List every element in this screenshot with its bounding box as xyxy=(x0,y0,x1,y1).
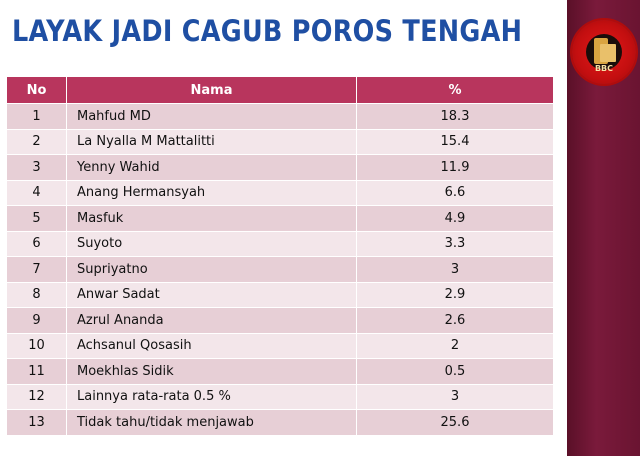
row-name: Mahfud MD xyxy=(66,103,357,130)
table-row: 8 Anwar Sadat 2.9 xyxy=(6,281,554,308)
table-row: 11 Moekhlas Sidik 0.5 xyxy=(6,358,554,385)
bbc-logo-icon: BBC xyxy=(572,20,636,84)
logo-text: BBC xyxy=(594,64,614,73)
row-name: Masfuk xyxy=(66,205,357,232)
row-name: Anang Hermansyah xyxy=(66,179,357,206)
row-number: 6 xyxy=(6,230,67,257)
table-row: 3 Yenny Wahid 11.9 xyxy=(6,154,554,181)
row-number: 8 xyxy=(6,281,67,308)
row-percent: 2 xyxy=(356,332,554,359)
row-percent: 3 xyxy=(356,383,554,410)
row-number: 2 xyxy=(6,128,67,155)
row-number: 9 xyxy=(6,307,67,334)
header-no: No xyxy=(6,76,67,104)
candidate-table: No Nama % 1 Mahfud MD 18.3 2 La Nyalla M Mat… xyxy=(6,76,554,436)
row-percent: 15.4 xyxy=(356,128,554,155)
row-name: Tidak tahu/tidak menjawab xyxy=(66,409,357,436)
row-name: Suyoto xyxy=(66,230,357,257)
row-percent: 11.9 xyxy=(356,154,554,181)
row-percent: 3 xyxy=(356,256,554,283)
row-number: 5 xyxy=(6,205,67,232)
row-percent: 0.5 xyxy=(356,358,554,385)
row-percent: 2.9 xyxy=(356,281,554,308)
table-row: 9 Azrul Ananda 2.6 xyxy=(6,307,554,334)
table-row: 2 La Nyalla M Mattalitti 15.4 xyxy=(6,128,554,155)
row-number: 3 xyxy=(6,154,67,181)
row-name: La Nyalla M Mattalitti xyxy=(66,128,357,155)
table-row: 7 Supriyatno 3 xyxy=(6,256,554,283)
row-name: Supriyatno xyxy=(66,256,357,283)
table-row: 5 Masfuk 4.9 xyxy=(6,205,554,232)
table-row: 10 Achsanul Qosasih 2 xyxy=(6,332,554,359)
row-number: 12 xyxy=(6,383,67,410)
row-number: 11 xyxy=(6,358,67,385)
table-row: 4 Anang Hermansyah 6.6 xyxy=(6,179,554,206)
row-number: 4 xyxy=(6,179,67,206)
row-name: Azrul Ananda xyxy=(66,307,357,334)
row-percent: 3.3 xyxy=(356,230,554,257)
table-row: 6 Suyoto 3.3 xyxy=(6,230,554,257)
table-row: 12 Lainnya rata-rata 0.5 % 3 xyxy=(6,383,554,410)
row-number: 10 xyxy=(6,332,67,359)
row-percent: 2.6 xyxy=(356,307,554,334)
row-percent: 4.9 xyxy=(356,205,554,232)
row-percent: 25.6 xyxy=(356,409,554,436)
logo-mark-secondary xyxy=(600,44,616,62)
row-number: 13 xyxy=(6,409,67,436)
header-percent: % xyxy=(356,76,554,104)
row-percent: 18.3 xyxy=(356,103,554,130)
header-nama: Nama xyxy=(66,76,357,104)
row-name: Moekhlas Sidik xyxy=(66,358,357,385)
row-number: 1 xyxy=(6,103,67,130)
row-name: Anwar Sadat xyxy=(66,281,357,308)
row-number: 7 xyxy=(6,256,67,283)
table-body: 1 Mahfud MD 18.3 2 La Nyalla M Mattalitti 15.… xyxy=(6,103,554,436)
table-row: 1 Mahfud MD 18.3 xyxy=(6,103,554,130)
row-name: Achsanul Qosasih xyxy=(66,332,357,359)
row-name: Lainnya rata-rata 0.5 % xyxy=(66,383,357,410)
row-name: Yenny Wahid xyxy=(66,154,357,181)
table-row: 13 Tidak tahu/tidak menjawab 25.6 xyxy=(6,409,554,436)
slide-title: LAYAK JADI CAGUB POROS TENGAH xyxy=(12,14,523,48)
table-header-row: No Nama % xyxy=(6,76,554,104)
row-percent: 6.6 xyxy=(356,179,554,206)
